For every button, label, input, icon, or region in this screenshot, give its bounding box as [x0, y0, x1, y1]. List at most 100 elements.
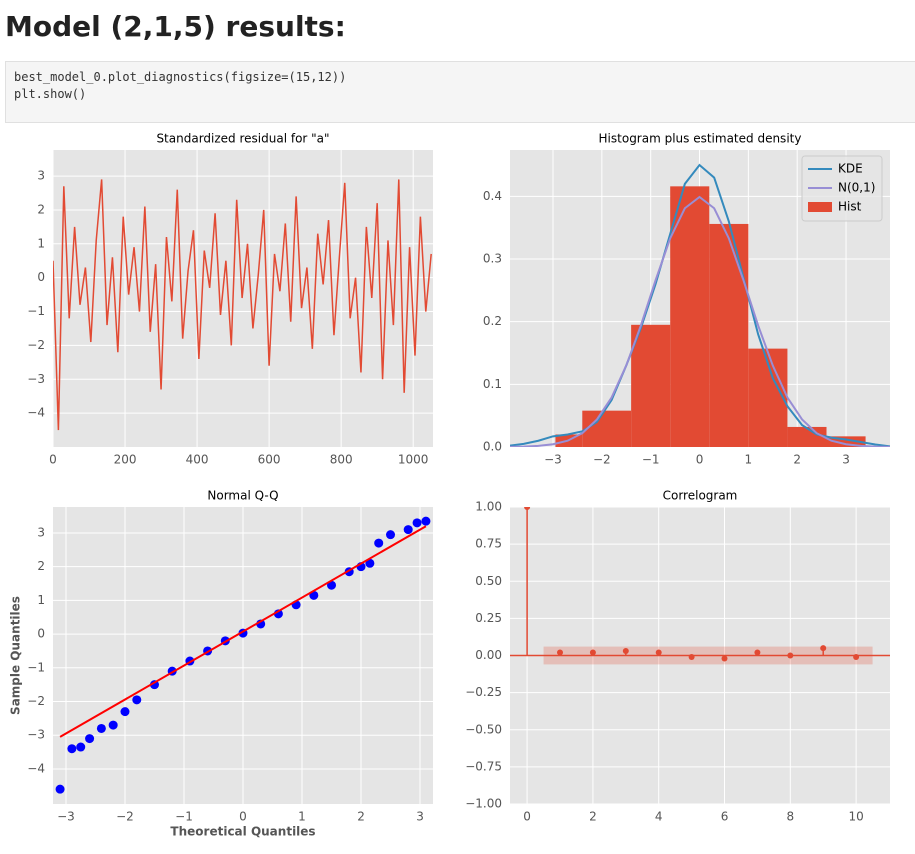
y-tick-label: −2	[27, 694, 45, 708]
hist-bar	[631, 324, 671, 447]
x-tick-label: −1	[175, 810, 193, 824]
hist-bar	[709, 223, 749, 447]
hist-bar	[787, 426, 827, 447]
x-tick-label: 2	[589, 810, 597, 824]
qq-point	[55, 784, 65, 794]
acf-marker	[589, 649, 596, 656]
qq-point	[421, 516, 431, 526]
plot-area	[53, 507, 433, 804]
y-tick-label: 0.00	[475, 648, 502, 662]
y-tick-label: 0.1	[483, 377, 502, 391]
legend-label: Hist	[838, 200, 862, 214]
y-tick-label: −4	[27, 406, 45, 420]
y-tick-label: 0.25	[475, 611, 502, 625]
y-tick-label: −0.50	[465, 722, 502, 736]
x-tick-label: −2	[593, 453, 611, 467]
code-line: plt.show()	[14, 87, 87, 101]
qq-point	[403, 525, 413, 535]
chart-title: Normal Q-Q	[207, 489, 278, 503]
qq-point	[96, 723, 106, 733]
x-tick-label: −3	[544, 453, 562, 467]
qq-point	[374, 538, 384, 548]
qq-point	[149, 680, 159, 690]
y-tick-label: −0.75	[465, 759, 502, 773]
acf-marker	[787, 652, 794, 659]
y-tick-label: 0.50	[475, 574, 502, 588]
residual-line	[53, 179, 432, 431]
acf-marker	[524, 507, 531, 510]
acf-marker	[557, 649, 564, 656]
density-line	[510, 195, 890, 447]
y-tick-label: 0	[37, 627, 45, 641]
y-tick-label: 0.0	[483, 440, 502, 454]
x-tick-label: −1	[642, 453, 660, 467]
x-tick-label: 0	[696, 453, 704, 467]
code-cell: best_model_0.plot_diagnostics(figsize=(1…	[5, 61, 915, 123]
acf-marker	[688, 653, 695, 660]
x-tick-label: 8	[786, 810, 794, 824]
legend-label: N(0,1)	[838, 181, 875, 195]
y-tick-label: −1	[27, 660, 45, 674]
x-tick-label: 3	[842, 453, 850, 467]
code-line: best_model_0.plot_diagnostics(figsize=(1…	[14, 70, 347, 84]
y-tick-label: 1.00	[475, 500, 502, 514]
x-tick-label: 10	[848, 810, 863, 824]
plot-area	[510, 150, 890, 447]
y-tick-label: 1	[37, 593, 45, 607]
qq-point	[412, 518, 422, 528]
plot-background	[53, 150, 433, 447]
x-tick-label: 400	[186, 453, 209, 467]
heading: Model (2,1,5) results:	[5, 10, 346, 43]
x-tick-label: 200	[114, 453, 137, 467]
x-tick-label: 0	[523, 810, 531, 824]
qq-point	[132, 695, 142, 705]
x-tick-label: 2	[793, 453, 801, 467]
acf-marker	[853, 653, 860, 660]
qq-point	[365, 558, 375, 568]
y-tick-label: −3	[27, 372, 45, 386]
x-tick-label: 2	[357, 810, 365, 824]
y-tick-label: 0.3	[483, 252, 502, 266]
y-tick-label: 3	[37, 525, 45, 539]
y-tick-label: −0.25	[465, 685, 502, 699]
legend-swatch	[808, 202, 832, 212]
x-tick-label: −3	[57, 810, 75, 824]
y-tick-label: −3	[27, 728, 45, 742]
hist-bar	[582, 410, 632, 447]
y-tick-label: 0.2	[483, 314, 502, 328]
qq-point	[108, 720, 118, 730]
qq-line	[59, 525, 427, 738]
plot-area	[510, 507, 890, 804]
diagnostics-figure: 0 200 400 600 800 1000−4−3−2−10123Standardize…	[9, 132, 890, 839]
x-tick-label: 4	[655, 810, 663, 824]
y-tick-label: −4	[27, 761, 45, 775]
y-tick-label: −2	[27, 338, 45, 352]
hist-bar	[826, 436, 866, 447]
y-tick-label: −1	[27, 304, 45, 318]
chart-title: Standardized residual for "a"	[156, 132, 329, 146]
density-line	[510, 163, 890, 447]
hist-bar	[670, 186, 710, 447]
acf-marker	[820, 645, 827, 652]
qq-point	[85, 734, 95, 744]
x-tick-label: 800	[330, 453, 353, 467]
x-tick-label: 6	[721, 810, 729, 824]
y-tick-label: 3	[37, 169, 45, 183]
qq-point	[67, 744, 77, 754]
x-tick-label: 0	[49, 453, 57, 467]
x-tick-label: 0	[239, 810, 247, 824]
x-tick-label: 3	[416, 810, 424, 824]
qq-point	[120, 707, 130, 717]
y-tick-label: 0.4	[483, 189, 502, 203]
y-tick-label: 1	[37, 236, 45, 250]
chart-title: Histogram plus estimated density	[599, 132, 802, 146]
y-tick-label: 2	[37, 202, 45, 216]
acf-marker	[622, 648, 629, 655]
y-axis-label: Sample Quantiles	[9, 596, 23, 715]
x-tick-label: 600	[258, 453, 281, 467]
qq-point	[76, 742, 86, 752]
x-axis-label: Theoretical Quantiles	[170, 825, 315, 839]
acf-marker	[655, 649, 662, 656]
legend-label: KDE	[838, 162, 863, 176]
